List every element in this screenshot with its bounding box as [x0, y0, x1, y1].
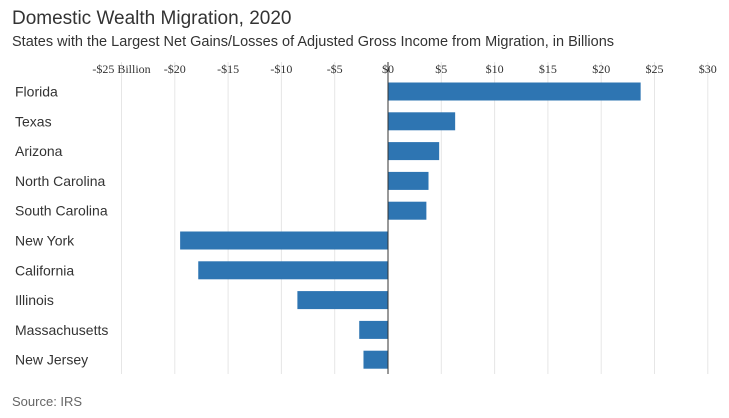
- bar-massachusetts: [359, 320, 388, 339]
- category-label: North Carolina: [15, 173, 105, 189]
- category-label: Arizona: [15, 143, 63, 159]
- x-tick-label: -$15: [217, 62, 239, 76]
- x-tick-label: -$5: [327, 62, 343, 76]
- category-label: Massachusetts: [15, 322, 108, 338]
- bar-illinois: [297, 291, 388, 310]
- x-tick-label: $5: [435, 62, 447, 76]
- category-label: Florida: [15, 84, 58, 100]
- bar-arizona: [388, 142, 440, 161]
- category-label: California: [15, 262, 74, 278]
- x-tick-label: -$20: [164, 62, 186, 76]
- bar-north-carolina: [388, 171, 429, 190]
- x-tick-label: $25: [646, 62, 664, 76]
- source-note: Source: IRS: [12, 394, 83, 409]
- chart-title: Domestic Wealth Migration, 2020: [12, 8, 292, 29]
- bar-florida: [388, 82, 641, 101]
- x-tick-label: $10: [486, 62, 504, 76]
- x-tick-label: $30: [699, 62, 717, 76]
- category-label: Texas: [15, 113, 52, 129]
- bar-california: [198, 261, 388, 280]
- bar-texas: [388, 112, 456, 131]
- x-tick-label: $15: [539, 62, 557, 76]
- bar-south-carolina: [388, 201, 427, 220]
- x-tick-label: $20: [592, 62, 610, 76]
- category-label: South Carolina: [15, 203, 108, 219]
- bar-new-york: [180, 231, 388, 250]
- x-tick-label: -$25 Billion: [92, 62, 150, 76]
- x-tick-label: -$10: [270, 62, 292, 76]
- category-label: Illinois: [15, 292, 54, 308]
- category-label: New York: [15, 233, 75, 249]
- bar-new-jersey: [363, 350, 388, 369]
- category-label: New Jersey: [15, 352, 88, 368]
- chart-subtitle: States with the Largest Net Gains/Losses…: [12, 34, 615, 50]
